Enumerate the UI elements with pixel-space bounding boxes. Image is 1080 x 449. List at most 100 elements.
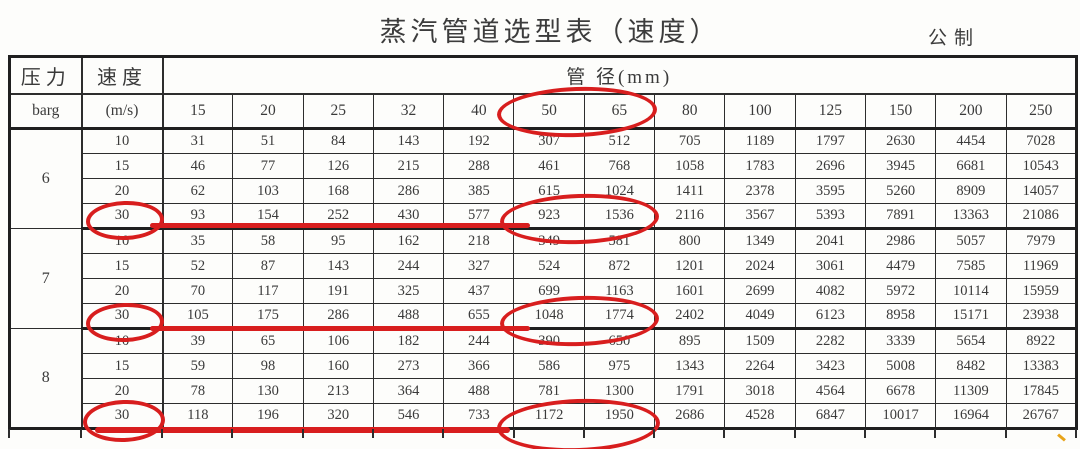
capacity-cell: 1201 — [654, 253, 726, 279]
diameter-col-125: 125 — [794, 93, 866, 130]
capacity-cell: 307 — [513, 128, 585, 154]
border-stub — [371, 429, 374, 438]
capacity-cell: 4454 — [935, 128, 1007, 154]
capacity-cell: 768 — [583, 153, 656, 179]
capacity-cell: 26767 — [1005, 403, 1077, 430]
capacity-cell: 800 — [654, 228, 726, 254]
capacity-cell: 95 — [302, 228, 374, 254]
border-stub — [1074, 429, 1077, 438]
capacity-cell: 1172 — [513, 403, 585, 430]
capacity-cell: 103 — [232, 178, 304, 204]
capacity-cell: 3567 — [724, 203, 796, 230]
capacity-cell: 1536 — [583, 203, 656, 230]
border-stub — [512, 429, 515, 438]
capacity-cell: 118 — [161, 403, 234, 430]
capacity-cell: 705 — [654, 128, 726, 154]
capacity-cell: 8922 — [1005, 328, 1077, 354]
capacity-cell: 6681 — [935, 153, 1007, 179]
border-stub — [723, 429, 726, 438]
capacity-cell: 17845 — [1005, 378, 1077, 404]
capacity-cell: 320 — [302, 403, 374, 430]
capacity-cell: 2699 — [724, 278, 796, 304]
capacity-cell: 2116 — [654, 203, 726, 230]
yellow-speck — [1057, 433, 1066, 442]
diameter-col-200: 200 — [935, 93, 1007, 130]
pressure-value-6: 6 — [9, 128, 83, 229]
border-stub — [582, 429, 585, 438]
border-stub — [301, 429, 304, 438]
capacity-cell: 98 — [232, 353, 304, 379]
capacity-cell: 2264 — [724, 353, 796, 379]
capacity-cell: 213 — [302, 378, 374, 404]
capacity-cell: 1024 — [583, 178, 656, 204]
border-stub — [442, 429, 445, 438]
data-row-p7-v15: 15 52 87 143 244 327 524 872 1201 2024 3061 4479 758… — [10, 253, 1077, 279]
capacity-cell: 182 — [372, 328, 445, 354]
header-row-1: 压力 速度 管 径(mm) — [9, 56, 1077, 95]
capacity-cell: 13383 — [1005, 353, 1077, 379]
capacity-cell: 4082 — [794, 278, 866, 304]
capacity-cell: 21086 — [1005, 203, 1077, 230]
velocity-value: 30 — [81, 203, 164, 230]
velocity-value: 30 — [81, 303, 164, 330]
capacity-cell: 11309 — [935, 378, 1007, 404]
capacity-cell: 586 — [513, 353, 585, 379]
data-row-p8-v10: 8 10 39 65 106 182 244 390 650 895 1509 2282 3339 565… — [9, 328, 1077, 429]
header-row-2: barg (m/s) 15 20 25 32 40 50 65 80 100 125 150 200 2… — [9, 93, 1077, 130]
capacity-cell: 117 — [232, 278, 304, 304]
capacity-cell: 15959 — [1005, 278, 1077, 304]
capacity-cell: 7891 — [864, 203, 937, 230]
capacity-cell: 162 — [372, 228, 445, 254]
data-row-p8-v30: 30 118 196 320 546 733 1172 1950 2686 4528 6847 100… — [10, 403, 1077, 430]
diameter-col-50: 50 — [513, 93, 585, 130]
capacity-cell: 70 — [161, 278, 234, 304]
capacity-cell: 10114 — [935, 278, 1007, 304]
capacity-cell: 59 — [161, 353, 234, 379]
capacity-cell: 11969 — [1005, 253, 1077, 279]
capacity-cell: 16964 — [935, 403, 1007, 430]
capacity-cell: 46 — [161, 153, 234, 179]
capacity-cell: 2686 — [654, 403, 726, 430]
capacity-cell: 286 — [372, 178, 445, 204]
capacity-cell: 1601 — [654, 278, 726, 304]
diameter-col-80: 80 — [654, 93, 726, 130]
border-stub — [231, 429, 234, 438]
diameter-col-65: 65 — [583, 93, 656, 130]
diameter-col-100: 100 — [724, 93, 796, 130]
capacity-cell: 7585 — [935, 253, 1007, 279]
pressure-column-header: 压力 — [9, 56, 83, 95]
capacity-cell: 385 — [443, 178, 515, 204]
capacity-cell: 105 — [161, 303, 234, 330]
capacity-cell: 175 — [232, 303, 304, 330]
capacity-cell: 84 — [302, 128, 374, 154]
capacity-cell: 1783 — [724, 153, 796, 179]
capacity-cell: 1048 — [513, 303, 585, 330]
capacity-cell: 191 — [302, 278, 374, 304]
capacity-cell: 581 — [583, 228, 656, 254]
capacity-cell: 2378 — [724, 178, 796, 204]
capacity-cell: 8958 — [864, 303, 937, 330]
border-stub — [161, 429, 163, 438]
capacity-cell: 78 — [161, 378, 234, 404]
capacity-cell: 126 — [302, 153, 374, 179]
capacity-cell: 7979 — [1005, 228, 1077, 254]
velocity-value: 20 — [81, 278, 164, 304]
capacity-cell: 488 — [443, 378, 515, 404]
capacity-cell: 10543 — [1005, 153, 1077, 179]
capacity-cell: 77 — [232, 153, 304, 179]
capacity-cell: 1058 — [654, 153, 726, 179]
capacity-cell: 215 — [372, 153, 445, 179]
border-stub — [864, 429, 866, 438]
capacity-cell: 244 — [372, 253, 445, 279]
capacity-cell: 87 — [232, 253, 304, 279]
capacity-cell: 1509 — [724, 328, 796, 354]
capacity-cell: 244 — [443, 328, 515, 354]
capacity-cell: 2024 — [724, 253, 796, 279]
capacity-cell: 872 — [583, 253, 656, 279]
capacity-cell: 2696 — [794, 153, 866, 179]
unit-system-label: 公制 — [928, 28, 981, 49]
capacity-cell: 4479 — [864, 253, 937, 279]
steam-pipe-sizing-table: 压力 速度 管 径(mm) barg (m/s) 15 20 25 32 40 50 65 8… — [8, 55, 1078, 430]
capacity-cell: 2402 — [654, 303, 726, 330]
capacity-cell: 6678 — [864, 378, 937, 404]
